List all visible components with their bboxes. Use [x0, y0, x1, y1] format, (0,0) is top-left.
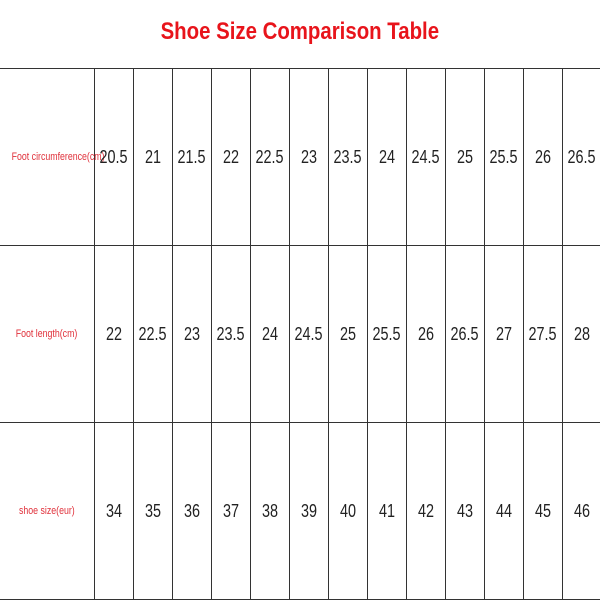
table-cell: 38 [250, 422, 290, 600]
cell-value: 41 [378, 500, 396, 521]
cell-value: 43 [456, 500, 474, 521]
cell-value: 36 [183, 500, 201, 521]
table-cell: 24 [367, 68, 407, 246]
cell-value: 35 [144, 500, 162, 521]
cell-value: 39 [300, 500, 318, 521]
row-label: Foot circumference(cm) [0, 68, 105, 246]
cell-value: 20.5 [99, 146, 129, 167]
table-cell: 34 [94, 422, 134, 600]
table-cell: 21.5 [172, 68, 212, 246]
cell-value: 26.5 [450, 323, 480, 344]
table-cell: 27.5 [523, 245, 563, 423]
row-label-text: Foot circumference(cm) [11, 151, 105, 163]
table-cell: 45 [523, 422, 563, 600]
table-cell: 25 [328, 245, 368, 423]
table-cell: 22.5 [133, 245, 173, 423]
table-cell: 37 [211, 422, 251, 600]
cell-value: 46 [573, 500, 591, 521]
cell-value: 22.5 [138, 323, 168, 344]
cell-value: 44 [495, 500, 513, 521]
row-label: shoe size(eur) [0, 422, 95, 600]
table-cell: 22.5 [250, 68, 290, 246]
cell-value: 23.5 [333, 146, 363, 167]
cell-value: 34 [105, 500, 123, 521]
cell-value: 24.5 [411, 146, 441, 167]
cell-value: 22 [222, 146, 240, 167]
cell-value: 45 [534, 500, 552, 521]
table-cell: 20.5 [94, 68, 134, 246]
table-cell: 23.5 [328, 68, 368, 246]
cell-value: 42 [417, 500, 435, 521]
table-cell: 22 [94, 245, 134, 423]
table-cell: 23 [289, 68, 329, 246]
cell-value: 24 [378, 146, 396, 167]
table-cell: 41 [367, 422, 407, 600]
cell-value: 26.5 [567, 146, 597, 167]
table-cell: 43 [445, 422, 485, 600]
table-cell: 35 [133, 422, 173, 600]
cell-value: 38 [261, 500, 279, 521]
table-cell: 21 [133, 68, 173, 246]
table-cell: 22 [211, 68, 251, 246]
cell-value: 23 [300, 146, 318, 167]
table-cell: 27 [484, 245, 524, 423]
cell-value: 27.5 [528, 323, 558, 344]
table-cell: 44 [484, 422, 524, 600]
table-cell: 36 [172, 422, 212, 600]
cell-value: 23 [183, 323, 201, 344]
cell-value: 40 [339, 500, 357, 521]
size-table: Foot circumference(cm) 20.5 21 21.5 22 22.5 23… [0, 68, 600, 600]
cell-value: 22.5 [255, 146, 285, 167]
cell-value: 21.5 [177, 146, 207, 167]
table-cell: 42 [406, 422, 446, 600]
table-cell: 28 [562, 245, 600, 423]
table-cell: 26.5 [562, 68, 600, 246]
table-row: shoe size(eur) 34 35 36 37 38 39 40 41 42 43 44 45 46 [0, 422, 600, 600]
row-label-text: Foot length(cm) [16, 328, 78, 340]
table-cell: 26 [406, 245, 446, 423]
table-cell: 24 [250, 245, 290, 423]
cell-value: 25 [339, 323, 357, 344]
cell-value: 25 [456, 146, 474, 167]
table-cell: 40 [328, 422, 368, 600]
table-row: Foot length(cm) 22 22.5 23 23.5 24 24.5 25 25.5 2… [0, 245, 600, 423]
cell-value: 27 [495, 323, 513, 344]
table-cell: 46 [562, 422, 600, 600]
row-label-text: shoe size(eur) [19, 505, 75, 517]
table-cell: 25.5 [484, 68, 524, 246]
table-cell: 24.5 [289, 245, 329, 423]
table-cell: 25 [445, 68, 485, 246]
cell-value: 26 [534, 146, 552, 167]
row-label: Foot length(cm) [0, 245, 95, 423]
cell-value: 21 [144, 146, 162, 167]
cell-value: 28 [573, 323, 591, 344]
table-cell: 24.5 [406, 68, 446, 246]
table-cell: 23.5 [211, 245, 251, 423]
cell-value: 25.5 [489, 146, 519, 167]
cell-value: 24.5 [294, 323, 324, 344]
cell-value: 24 [261, 323, 279, 344]
table-cell: 39 [289, 422, 329, 600]
table-cell: 25.5 [367, 245, 407, 423]
table-row: Foot circumference(cm) 20.5 21 21.5 22 22.5 23… [0, 68, 600, 246]
cell-value: 23.5 [216, 323, 246, 344]
cell-value: 25.5 [372, 323, 402, 344]
cell-value: 26 [417, 323, 435, 344]
cell-value: 37 [222, 500, 240, 521]
cell-value: 22 [105, 323, 123, 344]
table-cell: 23 [172, 245, 212, 423]
table-cell: 26.5 [445, 245, 485, 423]
page-title: Shoe Size Comparison Table [160, 18, 440, 45]
table-cell: 26 [523, 68, 563, 246]
